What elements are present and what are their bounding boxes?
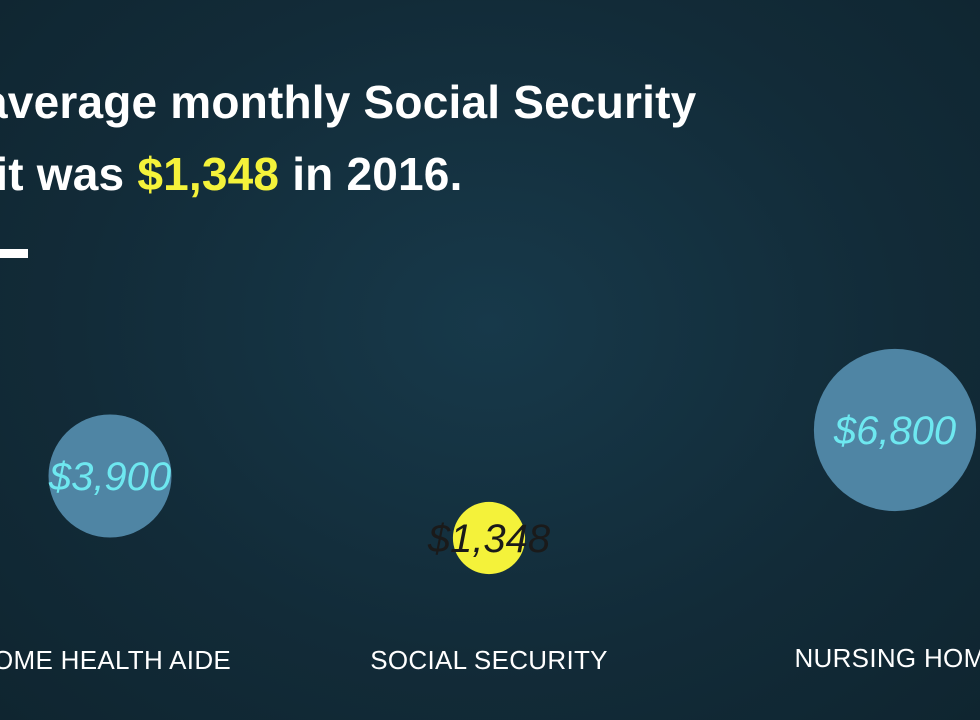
accent-rule — [0, 249, 28, 258]
headline-line-2: efit was $1,348 in 2016. — [0, 138, 682, 210]
bubble-value-label-3: $6,800 — [833, 409, 956, 453]
headline: average monthly Social Security efit was… — [0, 66, 697, 210]
headline-line-2-suffix: in 2016. — [279, 148, 463, 200]
bubble-1 — [48, 414, 172, 538]
bubble-category-label-1: OME HEALTH AIDE — [0, 645, 231, 675]
headline-line-1: average monthly Social Security — [0, 76, 697, 128]
bubble-2 — [452, 501, 526, 575]
bubble-category-label-2: SOCIAL SECURITY — [370, 645, 608, 675]
headline-line-2-prefix: efit was — [0, 148, 125, 200]
headline-highlight-amount: $1,348 — [137, 148, 280, 200]
bubble-value-label-1: $3,900 — [48, 455, 171, 499]
bubble-value-label-2: $1,348 — [427, 517, 551, 561]
bubble-3 — [813, 348, 977, 512]
bubble-category-label-3: NURSING HOM — [794, 643, 980, 673]
